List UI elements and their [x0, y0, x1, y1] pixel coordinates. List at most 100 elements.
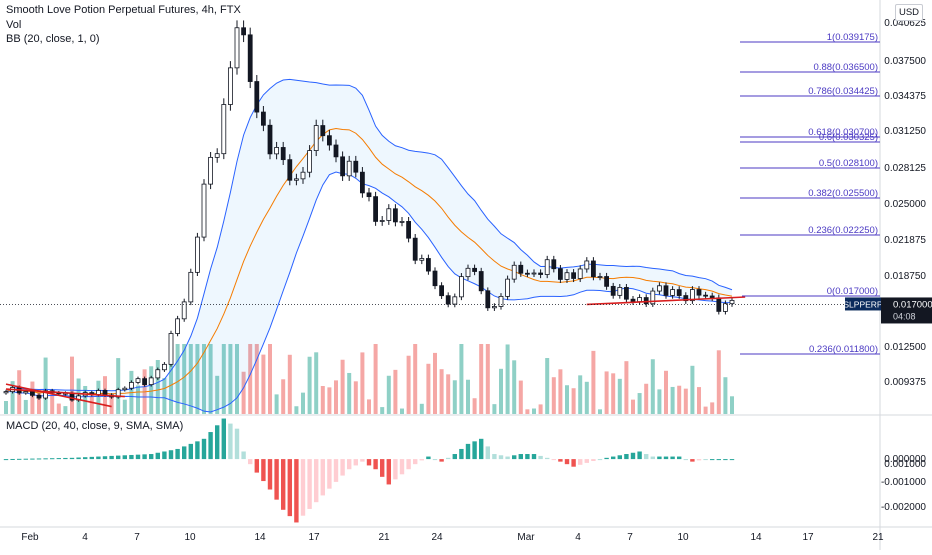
macd-histogram-bar	[426, 456, 431, 460]
macd-histogram-bar	[116, 455, 121, 460]
macd-histogram-bar	[340, 459, 345, 476]
volume-bar	[611, 373, 616, 414]
time-tick-label: 7	[134, 532, 140, 543]
time-tick-label: 4	[575, 532, 581, 543]
volume-bar	[109, 395, 114, 414]
candle-up	[313, 125, 319, 151]
candle-down	[412, 237, 418, 261]
volume-bar	[30, 381, 35, 414]
volume-bar	[617, 378, 622, 414]
volume-bar	[215, 375, 220, 414]
macd-histogram-bar	[76, 457, 81, 460]
fib-level-label: 0(0.017000)	[827, 286, 878, 297]
candle-up	[491, 306, 497, 309]
candle-up	[690, 289, 695, 302]
volume-bar	[116, 358, 121, 414]
macd-histogram-bar	[432, 459, 438, 461]
macd-histogram-bar	[261, 459, 266, 482]
trend-line-1	[5, 383, 112, 408]
candle-down	[359, 171, 365, 194]
volume-bar	[598, 409, 602, 414]
macd-histogram-bar	[472, 441, 477, 460]
macd-histogram-bar	[729, 459, 735, 461]
volume-bar	[730, 396, 734, 414]
macd-histogram-bar	[670, 456, 675, 460]
volume-bar	[571, 388, 576, 414]
candle-down	[643, 297, 649, 305]
macd-histogram-bar	[149, 454, 154, 460]
volume-bar	[499, 368, 503, 414]
volume-bar	[221, 344, 226, 414]
fibonacci-levels: 1(0.039175) 0.88(0.036500) 0.786(0.034425)…	[740, 32, 880, 355]
price-tick-label: 0.012500	[884, 342, 926, 353]
macd-histogram-bar	[564, 459, 570, 465]
volume-bar	[162, 377, 167, 414]
volume-bar	[479, 344, 484, 414]
candle-up	[135, 378, 141, 383]
macd-histogram-bar	[129, 454, 134, 460]
macd-histogram-bar	[3, 459, 9, 461]
macd-histogram-bar	[558, 459, 563, 462]
fib-level-label: 0.5(0.028100)	[819, 158, 878, 169]
macd-histogram-bar	[703, 459, 708, 461]
candle-up	[293, 178, 299, 181]
macd-histogram-bar	[221, 418, 226, 460]
volume-bar	[584, 381, 589, 414]
macd-histogram-bar	[551, 459, 556, 461]
volume-bar	[716, 350, 721, 414]
candle-down	[604, 276, 609, 287]
volume-bar	[175, 344, 180, 414]
candle-up	[650, 290, 656, 305]
volume-bar	[294, 406, 299, 414]
candle-down	[472, 267, 478, 272]
volume-bar	[340, 359, 345, 414]
candle-down	[663, 285, 669, 296]
price-tick-label: 0.025000	[884, 199, 926, 210]
volume-bar	[347, 372, 352, 414]
bollinger-legend: BB (20, close, 1, 0)	[6, 33, 100, 45]
price-tick-label: 0.009375	[884, 377, 926, 388]
volume-bar	[4, 401, 8, 414]
macd-histogram-bar	[307, 459, 312, 509]
volume-bar	[644, 383, 649, 414]
volume-bar	[664, 370, 668, 414]
volume-bar	[485, 344, 490, 414]
macd-histogram-bar	[518, 454, 523, 460]
volume-bar	[274, 394, 279, 414]
macd-histogram-bar	[17, 458, 22, 460]
macd-histogram-bar	[591, 459, 596, 461]
fib-level-label: 0.88(0.036500)	[814, 62, 878, 73]
candle-down	[36, 394, 42, 399]
macd-histogram-bar	[248, 459, 253, 465]
macd-tick-label: 0.000000	[884, 454, 926, 465]
time-tick-label: 7	[627, 532, 633, 543]
candle-up	[386, 208, 392, 221]
macd-histogram-bar	[56, 458, 61, 460]
macd-histogram-bar	[96, 456, 101, 460]
candle-down	[340, 156, 346, 177]
macd-histogram-bar	[333, 459, 339, 482]
fib-level-label: 1(0.039175)	[827, 32, 878, 43]
macd-histogram-bar	[611, 456, 616, 460]
candle-up	[194, 236, 200, 273]
macd-histogram-bar	[683, 459, 688, 461]
candle-down	[353, 160, 359, 173]
macd-histogram-bar	[10, 458, 15, 460]
macd-histogram-bar	[300, 459, 306, 516]
macd-histogram-bar	[538, 455, 543, 460]
macd-histogram-bar	[690, 459, 695, 462]
macd-histogram-bar	[23, 458, 28, 460]
candle-down	[696, 289, 702, 296]
volume-bar	[37, 389, 41, 414]
candle-up	[161, 363, 167, 371]
candle-up	[128, 382, 134, 389]
fib-level-label: 0.236(0.011800)	[809, 344, 878, 355]
candle-down	[254, 81, 260, 113]
candle-down	[142, 378, 148, 385]
currency-button[interactable]: USD	[895, 4, 923, 21]
volume-bar	[558, 369, 563, 414]
candle-down	[610, 285, 616, 296]
macd-histogram-bar	[254, 459, 259, 473]
